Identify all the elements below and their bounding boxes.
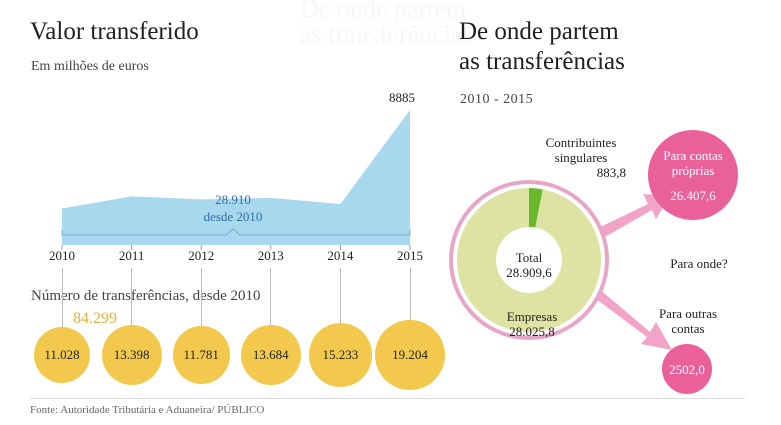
total-bracket: [61, 228, 411, 236]
other-line2: contas: [671, 321, 705, 336]
connector-line: [409, 268, 411, 330]
connector-line: [270, 268, 272, 330]
count-bubble: 19.204: [375, 320, 445, 390]
count-bubble-label: 15.233: [322, 346, 359, 362]
count-bubble: 11.028: [34, 327, 90, 383]
connector-line: [131, 268, 133, 330]
area-series: [62, 110, 410, 245]
x-tick-label: 2012: [188, 248, 215, 263]
total-center: Total 28.909,6: [494, 250, 564, 280]
ghost-title-2: as transferências: [300, 20, 473, 49]
where-label: Para onde?: [670, 256, 728, 271]
own-accounts-circle: [648, 130, 738, 220]
count-bubble-label: 13.398: [113, 346, 150, 362]
area-chart: 8885 28.910 desde 2010: [61, 90, 415, 250]
count-bubble-label: 19.204: [392, 347, 428, 362]
connector-line: [339, 268, 341, 330]
own-accounts-label: Para contas próprias 26.407,6: [648, 148, 738, 203]
other-accounts-label: Para outras contas: [648, 306, 728, 336]
other-value: 2502,0: [669, 362, 705, 377]
count-bubble: 13.398: [101, 324, 162, 386]
count-bubble: 11.781: [172, 326, 230, 384]
ghost-title: De onde partem: [300, 0, 467, 23]
area-chart-title: Valor transferido: [30, 18, 199, 45]
count-total: 84.299: [73, 310, 117, 327]
total-label: desde 2010: [204, 209, 263, 224]
empresas-value: 28.025,8: [509, 324, 555, 339]
count-bubble-label: 13.684: [252, 346, 289, 362]
connector-line: [200, 268, 202, 330]
own-line2: próprias: [671, 163, 715, 178]
donut-hole: [496, 227, 562, 293]
pie-period: 2010 - 2015: [460, 92, 534, 107]
footer-divider: [30, 398, 745, 399]
x-tick-label: 2013: [257, 248, 284, 263]
count-bubble: 13.684: [240, 324, 302, 386]
flow-diagram: [449, 130, 738, 394]
pie-title-line1: De onde partem: [459, 18, 619, 45]
count-title: Número de transferências, desde 2010: [31, 288, 261, 304]
x-tick-label: 2014: [327, 248, 354, 263]
total-value: 28.910: [215, 192, 251, 207]
contrib-line1: Contribuintes: [545, 135, 617, 150]
count-bubble-label: 11.028: [44, 347, 80, 362]
source-note: Fonte: Autoridade Tributária e Aduaneira…: [30, 404, 265, 416]
empresas-label: Empresas 28.025,8: [487, 309, 577, 339]
count-bubble: 15.233: [308, 323, 372, 387]
pie-title-line2: as transferências: [459, 48, 625, 75]
connector-line: [61, 268, 63, 330]
x-tick-label: 2015: [397, 248, 423, 263]
x-tick-label: 2010: [49, 248, 75, 263]
x-tick-label: 2011: [118, 248, 145, 263]
total-center-line1: Total: [515, 250, 543, 265]
other-line1: Para outras: [658, 306, 718, 321]
own-line1: Para contas: [663, 148, 723, 163]
arrow-other-accounts: [592, 288, 672, 350]
contrib-line2: singulares: [554, 150, 608, 165]
own-value: 26.407,6: [670, 188, 716, 203]
empresas-line1: Empresas: [506, 309, 558, 324]
total-center-value: 28.909,6: [506, 265, 552, 280]
contrib-label: Contribuintes singulares: [536, 135, 626, 165]
peak-label: 8885: [389, 90, 415, 105]
contrib-value: 883,8: [596, 165, 626, 180]
other-accounts-circle: [662, 344, 712, 394]
area-chart-subtitle: Em milhões de euros: [31, 59, 149, 74]
arrow-own-accounts: [590, 194, 670, 242]
count-bubble-label: 11.781: [183, 346, 219, 362]
